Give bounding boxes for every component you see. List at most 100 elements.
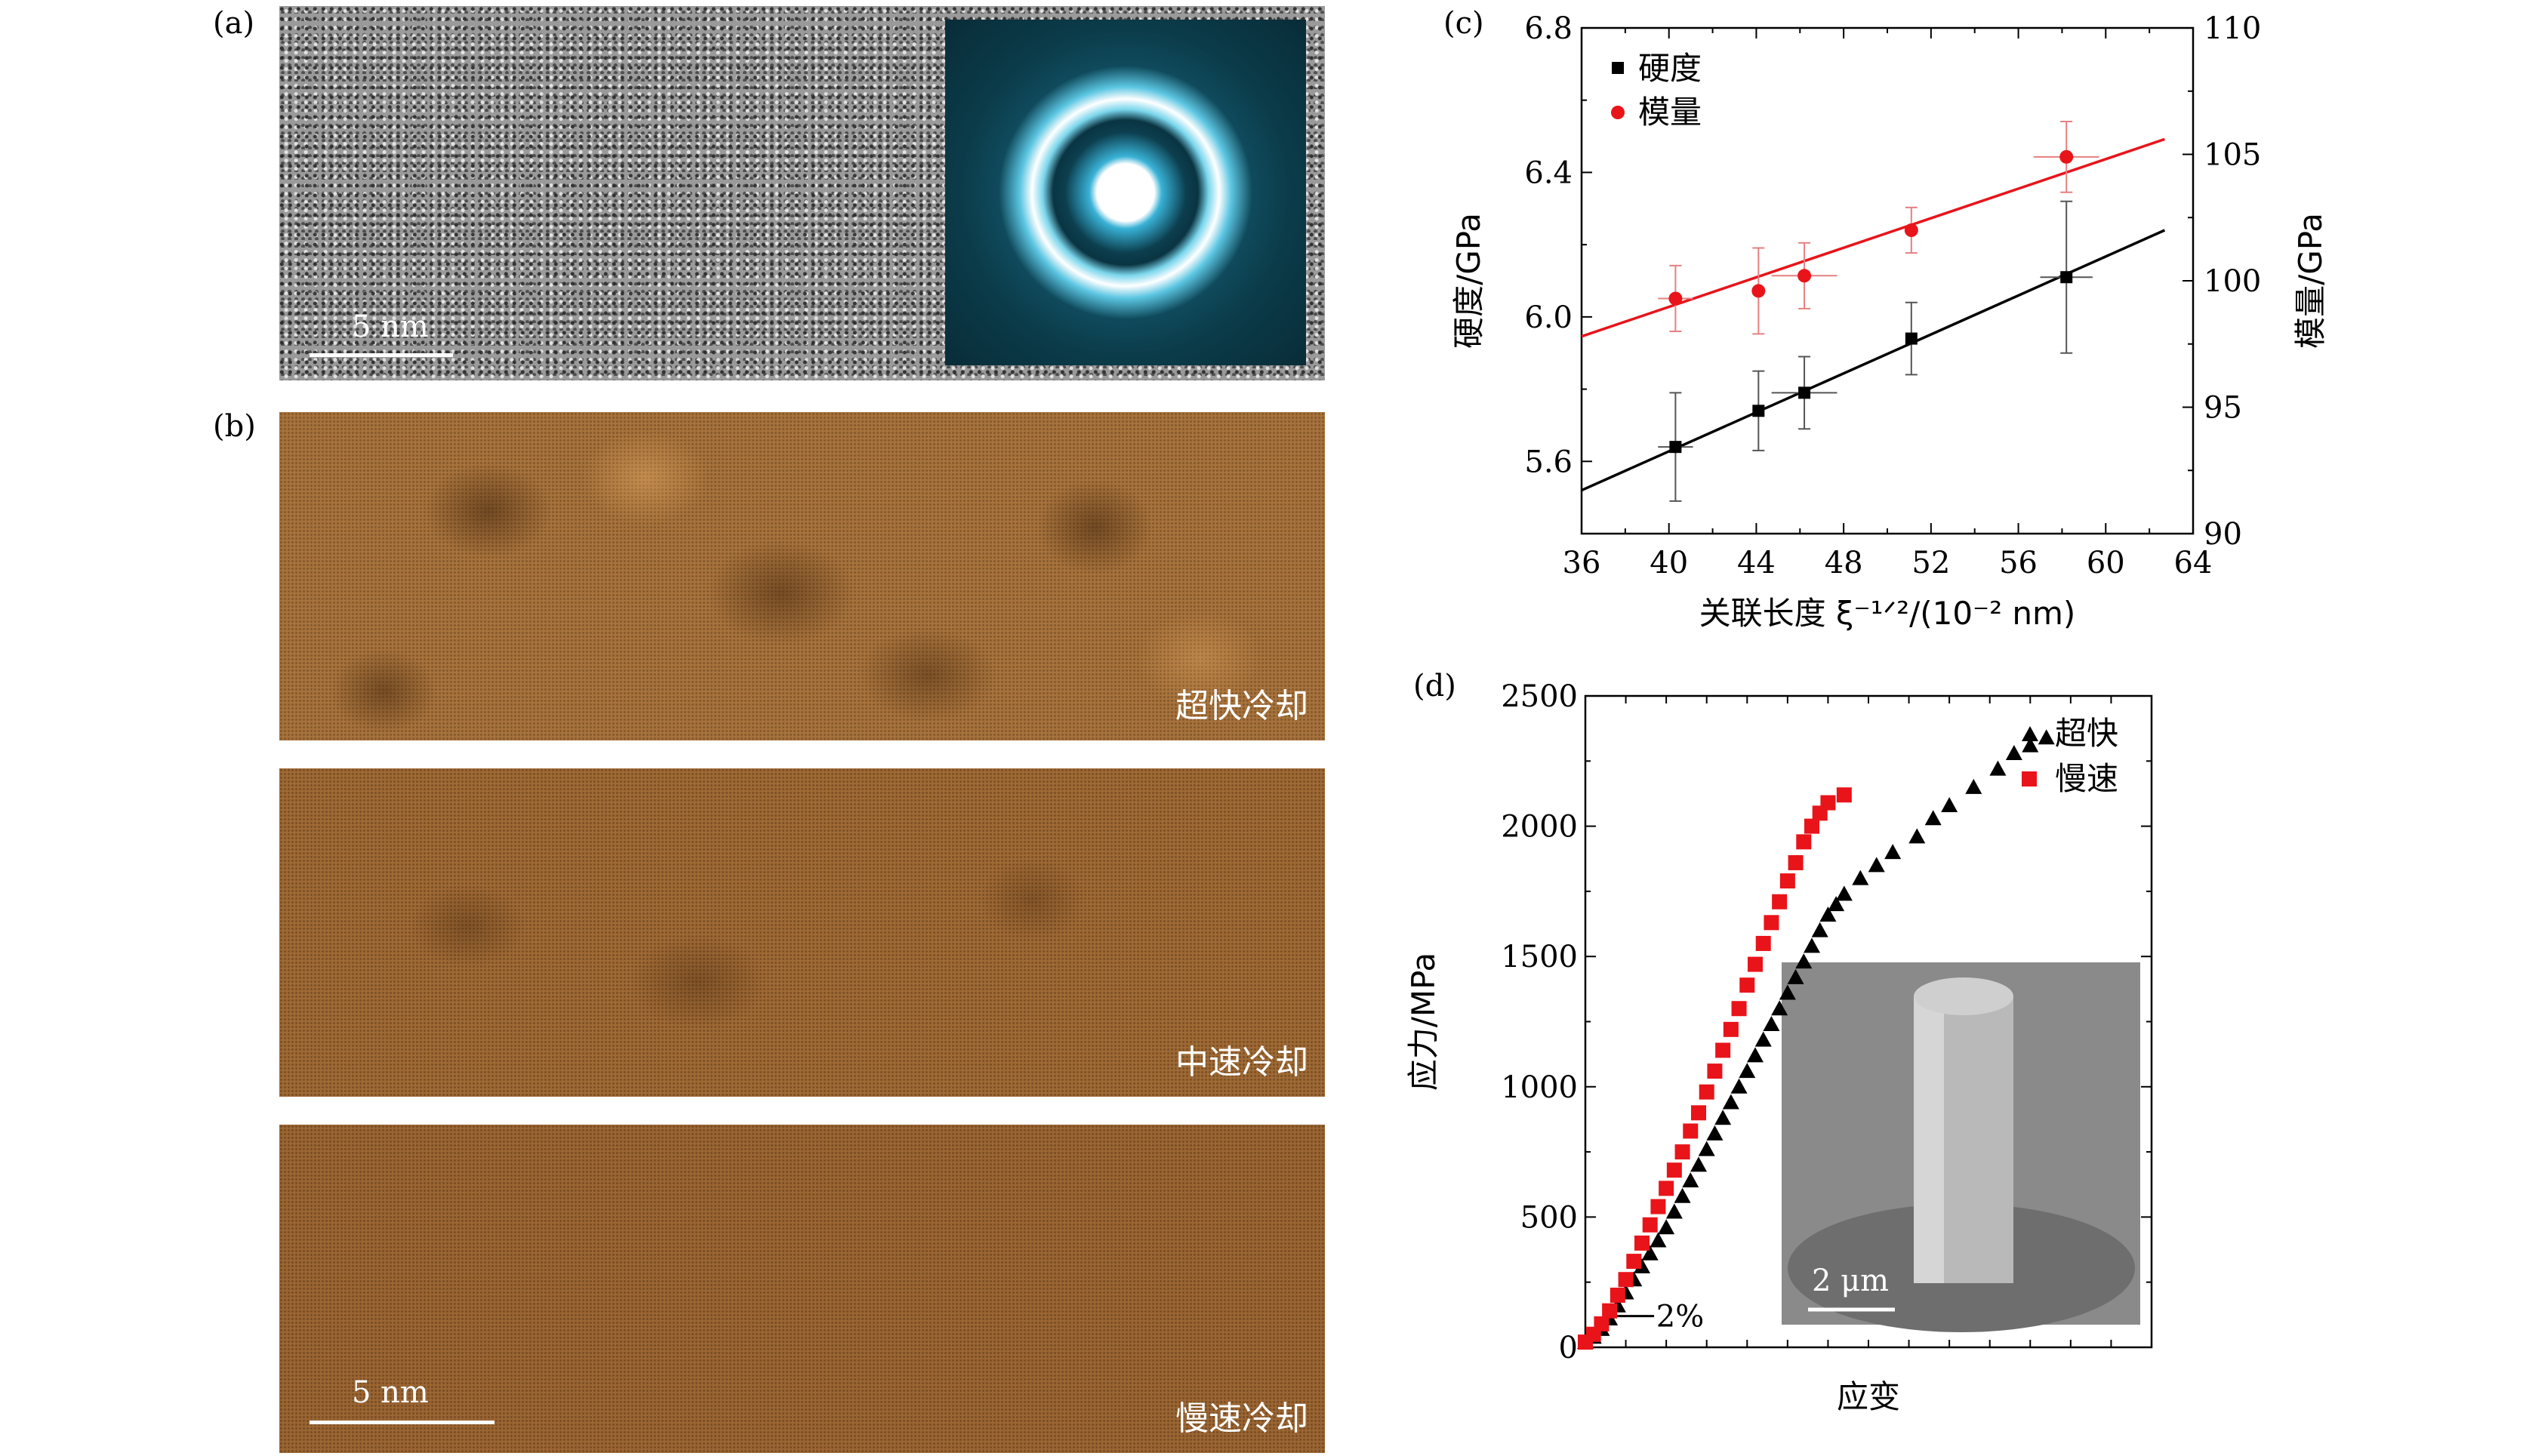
scale-label-a: 5 nm [352, 309, 429, 344]
x-tick-label: 56 [1999, 546, 2038, 580]
y-right-tick-label: 95 [2204, 391, 2242, 426]
y-left-axis-label: 硬度/GPa [1450, 213, 1487, 349]
x-axis-label: 关联长度 ξ⁻¹ᐟ²/(10⁻² nm) [1699, 595, 2076, 632]
data-point-slow [1779, 873, 1795, 889]
data-point-ultrafast [1763, 1015, 1780, 1031]
strain-scale-label: 2% [1656, 1300, 1704, 1334]
inset-scale-label: 2 μm [1812, 1264, 1889, 1298]
data-point-modulus [2059, 149, 2074, 164]
x-tick-label: 48 [1825, 546, 1863, 580]
data-point-ultrafast [1706, 1125, 1724, 1140]
scale-label-b: 5 nm [352, 1375, 429, 1410]
data-point-ultrafast [1852, 870, 1869, 885]
legend-label-modulus: 模量 [1638, 94, 1702, 131]
chart-hardness-modulus: 36 40 44 48 52 56 60 64 5.6 6.0 6.4 6.8 90 95 100 105 11… [1450, 11, 2329, 632]
data-point-ultrafast [1730, 1078, 1748, 1094]
fit-line-0 [1581, 229, 2166, 492]
caption-medium: 中速冷却 [1175, 1043, 1308, 1082]
data-point-slow [1715, 1042, 1731, 1058]
data-point-ultrafast [1828, 896, 1845, 912]
data-point-hardness [2060, 271, 2073, 284]
y-right-tick-label: 90 [2204, 517, 2242, 552]
data-point-ultrafast [2038, 729, 2055, 745]
panel-label-a: (a) [213, 6, 255, 41]
diffraction-inset [945, 20, 1306, 365]
panel-label-c: (c) [1443, 6, 1484, 41]
eds-map-medium: 中速冷却 [279, 768, 1325, 1097]
data-point-ultrafast [1674, 1187, 1691, 1203]
data-point-ultrafast [1989, 760, 2007, 776]
panel-label-d: (d) [1413, 669, 1456, 703]
data-point-slow [1683, 1123, 1699, 1139]
y-left-tick-label: 6.8 [1524, 11, 1573, 46]
x-axis-label: 应变 [1837, 1378, 1900, 1415]
data-point-slow [1788, 854, 1804, 870]
data-point-slow [1820, 795, 1836, 811]
tem-image: 5 nm [279, 6, 1325, 380]
data-point-ultrafast [1811, 922, 1828, 937]
data-point-ultrafast [1804, 937, 1820, 953]
data-point-modulus [1751, 284, 1766, 298]
data-point-ultrafast [1665, 1203, 1683, 1219]
data-point-ultrafast [1884, 844, 1902, 860]
data-point-slow [1796, 834, 1812, 850]
data-point-slow [1707, 1064, 1723, 1079]
data-point-ultrafast [1924, 810, 1942, 826]
data-point-ultrafast [1747, 1047, 1764, 1063]
data-point-slow [1691, 1105, 1706, 1121]
y-right-tick-label: 105 [2204, 138, 2261, 173]
data-point-slow [1755, 935, 1771, 951]
data-point-slow [1626, 1254, 1642, 1270]
data-point-slow [1642, 1217, 1658, 1233]
legend-marker-hardness [1612, 62, 1624, 74]
legend-marker-slow [2022, 771, 2037, 786]
data-point-slow [1602, 1303, 1618, 1319]
data-point-hardness [1905, 332, 1918, 345]
data-point-modulus [1904, 223, 1918, 237]
data-point-ultrafast [1941, 796, 1958, 812]
data-point-ultrafast [1835, 885, 1853, 901]
legend-label-hardness: 硬度 [1638, 50, 1702, 87]
data-point-slow [1666, 1162, 1682, 1178]
y-left-tick-label: 6.4 [1524, 155, 1573, 190]
caption-ultrafast: 超快冷却 [1175, 687, 1308, 725]
data-point-slow [1699, 1084, 1714, 1100]
x-tick-label: 60 [2087, 546, 2125, 580]
data-point-slow [1772, 894, 1788, 910]
data-point-ultrafast [1908, 828, 1926, 844]
data-point-slow [1610, 1287, 1625, 1303]
y-right-axis-label: 模量/GPa [2292, 213, 2329, 349]
data-point-slow [1739, 977, 1755, 993]
data-point-ultrafast [1698, 1140, 1715, 1156]
x-tick-label: 36 [1563, 546, 1601, 580]
data-point-slow [1650, 1199, 1666, 1214]
data-point-ultrafast [1722, 1094, 1739, 1110]
y-tick-label: 1500 [1501, 940, 1578, 974]
data-point-ultrafast [1779, 984, 1796, 1000]
eds-map-ultrafast: 超快冷却 [279, 412, 1325, 740]
data-point-slow [1659, 1180, 1674, 1196]
data-point-ultrafast [1641, 1245, 1659, 1261]
panel-label-b: (b) [213, 409, 256, 444]
data-point-ultrafast [1739, 1063, 1756, 1079]
data-point-slow [1836, 787, 1852, 803]
data-point-ultrafast [2022, 737, 2039, 753]
data-point-hardness [1798, 386, 1811, 399]
sem-pillar-top [1914, 977, 2013, 1015]
y-left-tick-label: 6.0 [1524, 300, 1573, 335]
data-point-slow [1764, 915, 1779, 931]
legend-marker-modulus [1611, 106, 1625, 119]
x-tick-label: 44 [1737, 546, 1776, 580]
data-point-slow [1723, 1021, 1739, 1037]
sem-pillar-highlight [1914, 996, 1944, 1283]
legend-label-ultrafast: 超快 [2055, 715, 2118, 752]
scale-bar-a [310, 353, 453, 357]
x-tick-label: 64 [2174, 546, 2213, 580]
y-tick-label: 2000 [1501, 810, 1578, 845]
data-point-slow [1618, 1272, 1634, 1288]
data-point-slow [1748, 956, 1763, 972]
data-point-ultrafast [1868, 857, 1885, 873]
data-point-ultrafast [1650, 1232, 1667, 1248]
data-point-ultrafast [1714, 1110, 1732, 1125]
